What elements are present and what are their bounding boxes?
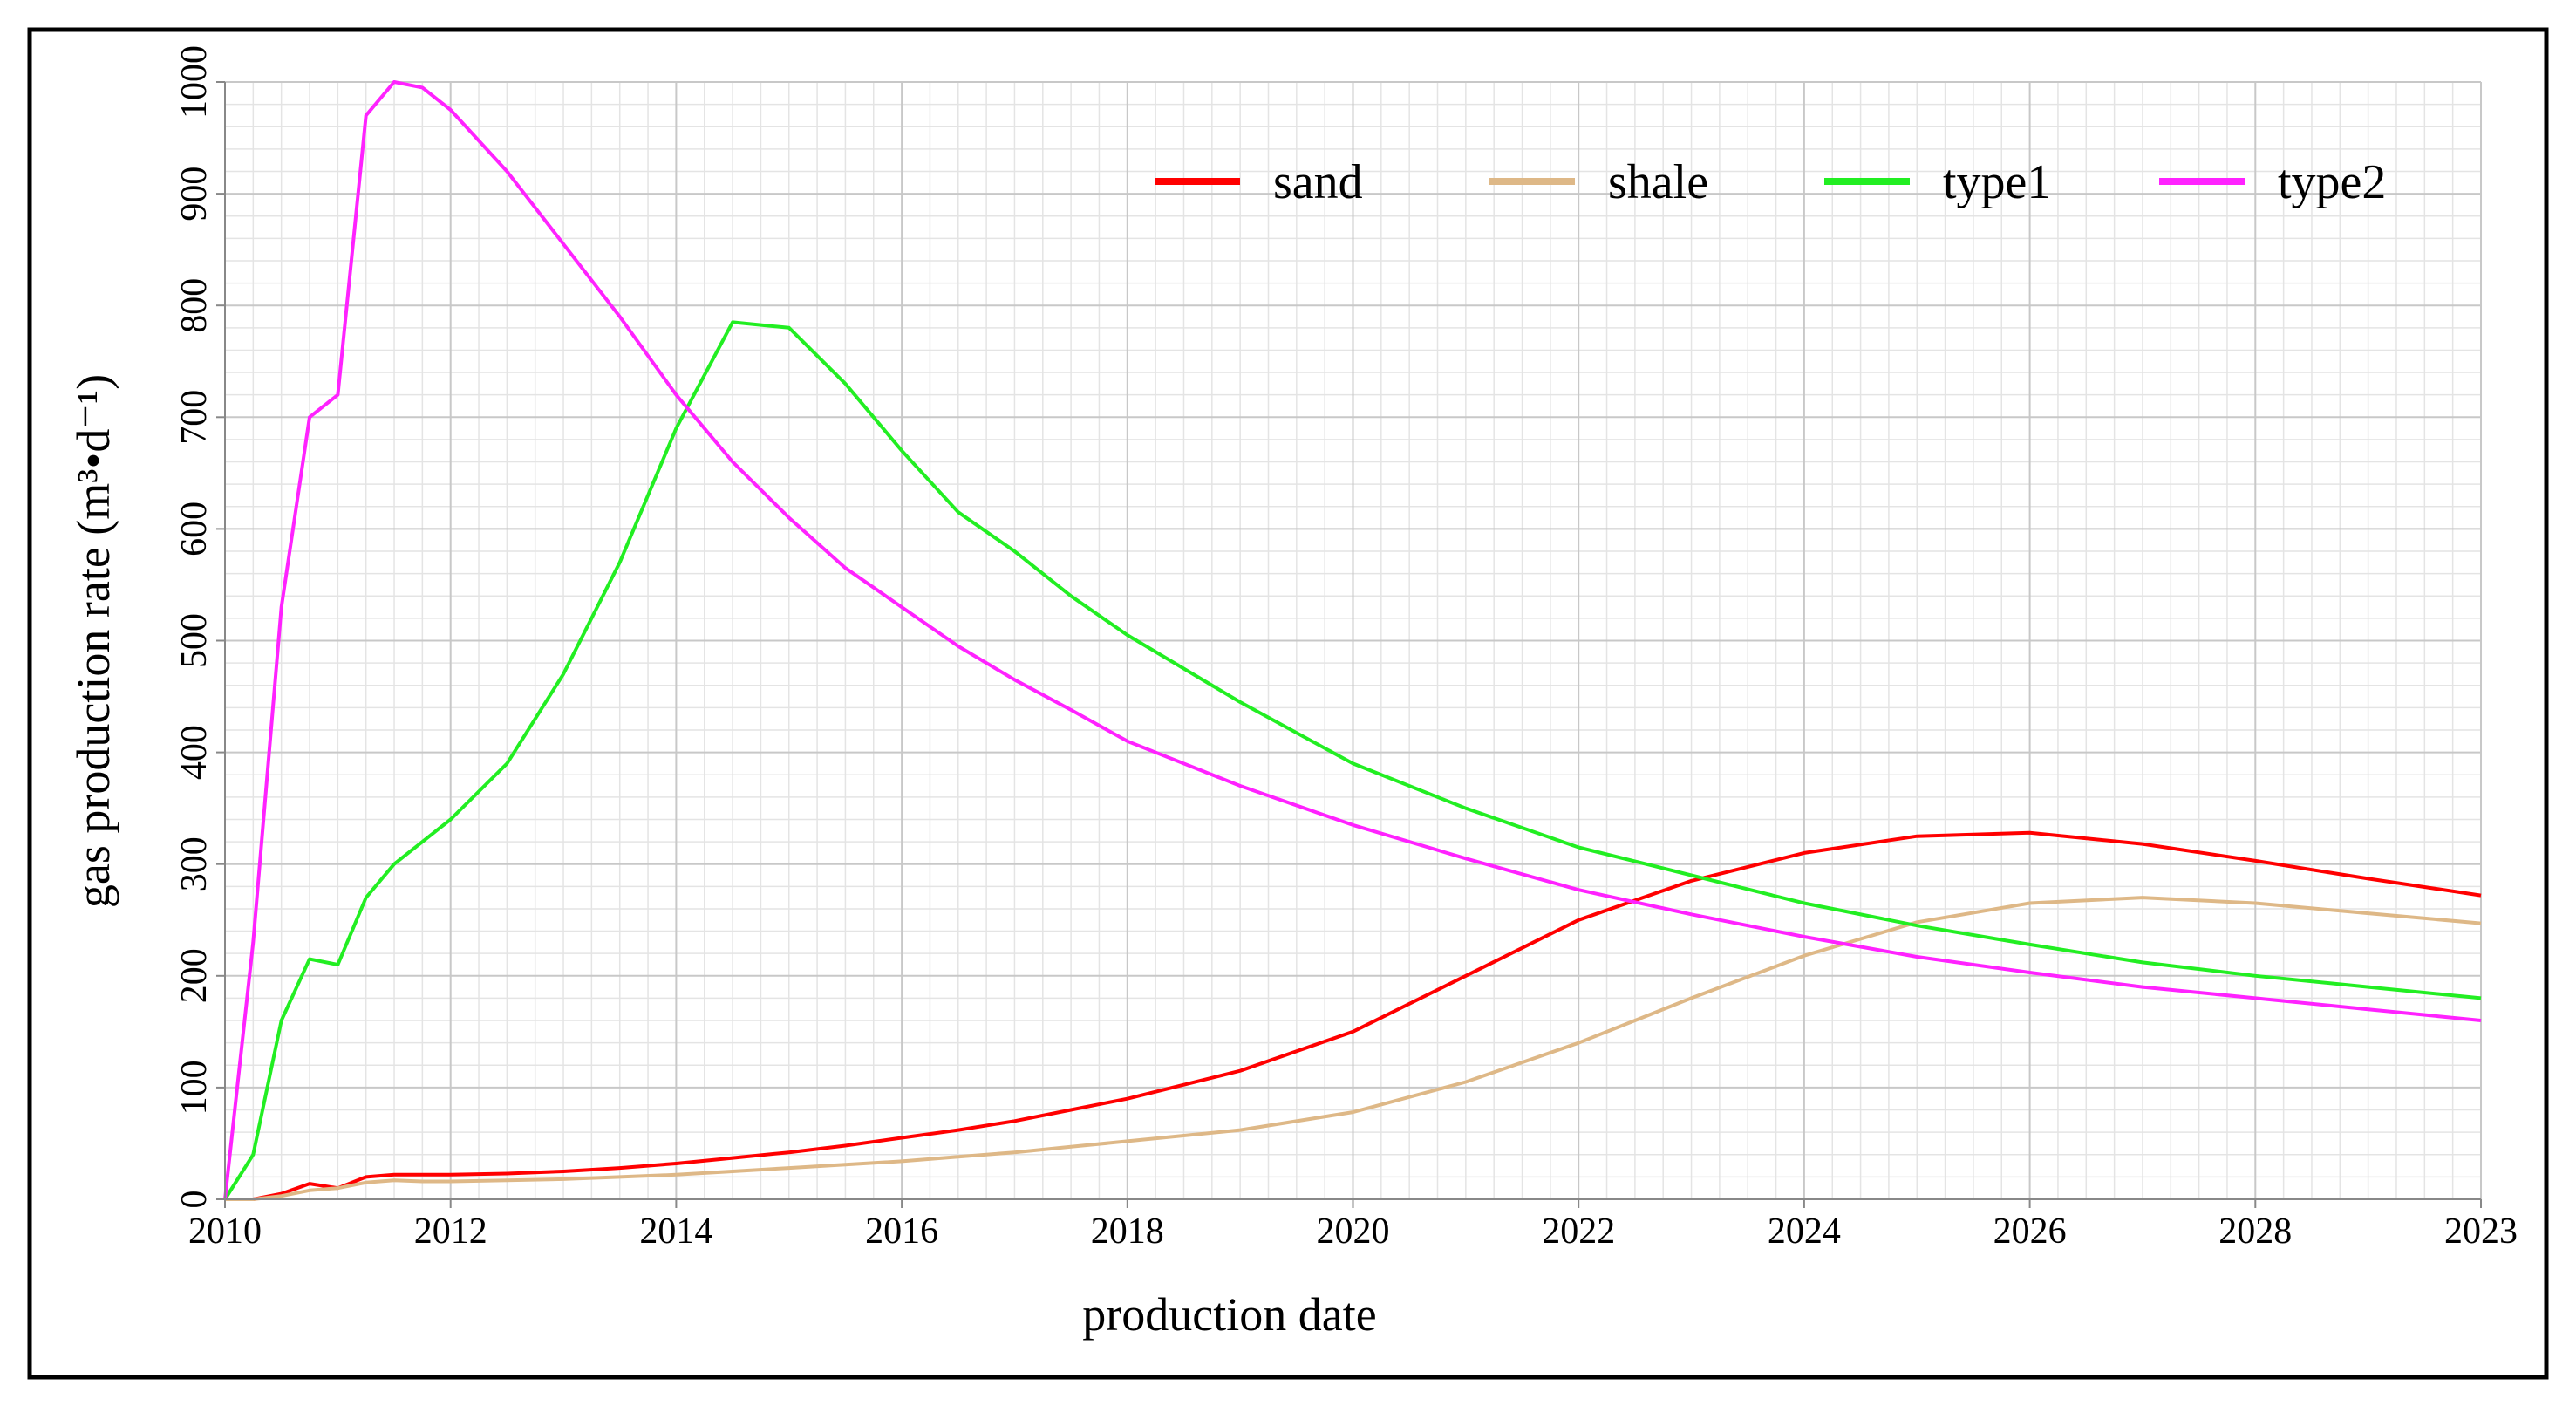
y-tick-label: 100 [174,1060,215,1115]
y-tick-label: 200 [174,948,215,1003]
x-tick-label: 2018 [1091,1211,1164,1252]
series-line [223,320,2482,1201]
y-tick-label: 700 [174,390,215,445]
y-tick-label: 900 [174,167,215,222]
y-axis-title: gas production rate (m³•d⁻¹) [67,374,119,908]
y-tick-label: 500 [174,613,215,668]
x-tick-label: 2010 [188,1211,262,1252]
y-tick-label: 800 [174,278,215,333]
x-tick-label: 2024 [1768,1211,1841,1252]
x-tick-label: 2016 [865,1211,938,1252]
y-tick-label: 1000 [174,45,215,119]
x-tick-label: 2014 [639,1211,712,1252]
x-tick-label: 2026 [1993,1211,2067,1252]
grid [224,81,2482,1200]
x-axis-title: production date [1082,1288,1376,1341]
legend-label: type2 [2278,155,2386,209]
x-tick-label: 2023 [2444,1211,2518,1252]
x-tick-label: 2028 [2218,1211,2292,1252]
legend-label: type1 [1943,155,2051,209]
y-tick-label: 400 [174,725,215,780]
x-tick-label: 2012 [414,1211,487,1252]
plot-area [223,80,2482,1201]
y-tick-label: 600 [174,502,215,556]
y-tick-label: 0 [174,1191,215,1209]
x-tick-label: 2020 [1317,1211,1390,1252]
y-tick-label: 300 [174,836,215,891]
series-line [225,830,2482,1201]
series-line [225,896,2482,1201]
x-tick-label: 2022 [1542,1211,1615,1252]
legend-label: shale [1608,155,1708,209]
series-line [223,80,2482,1200]
legend-label: sand [1273,155,1363,209]
